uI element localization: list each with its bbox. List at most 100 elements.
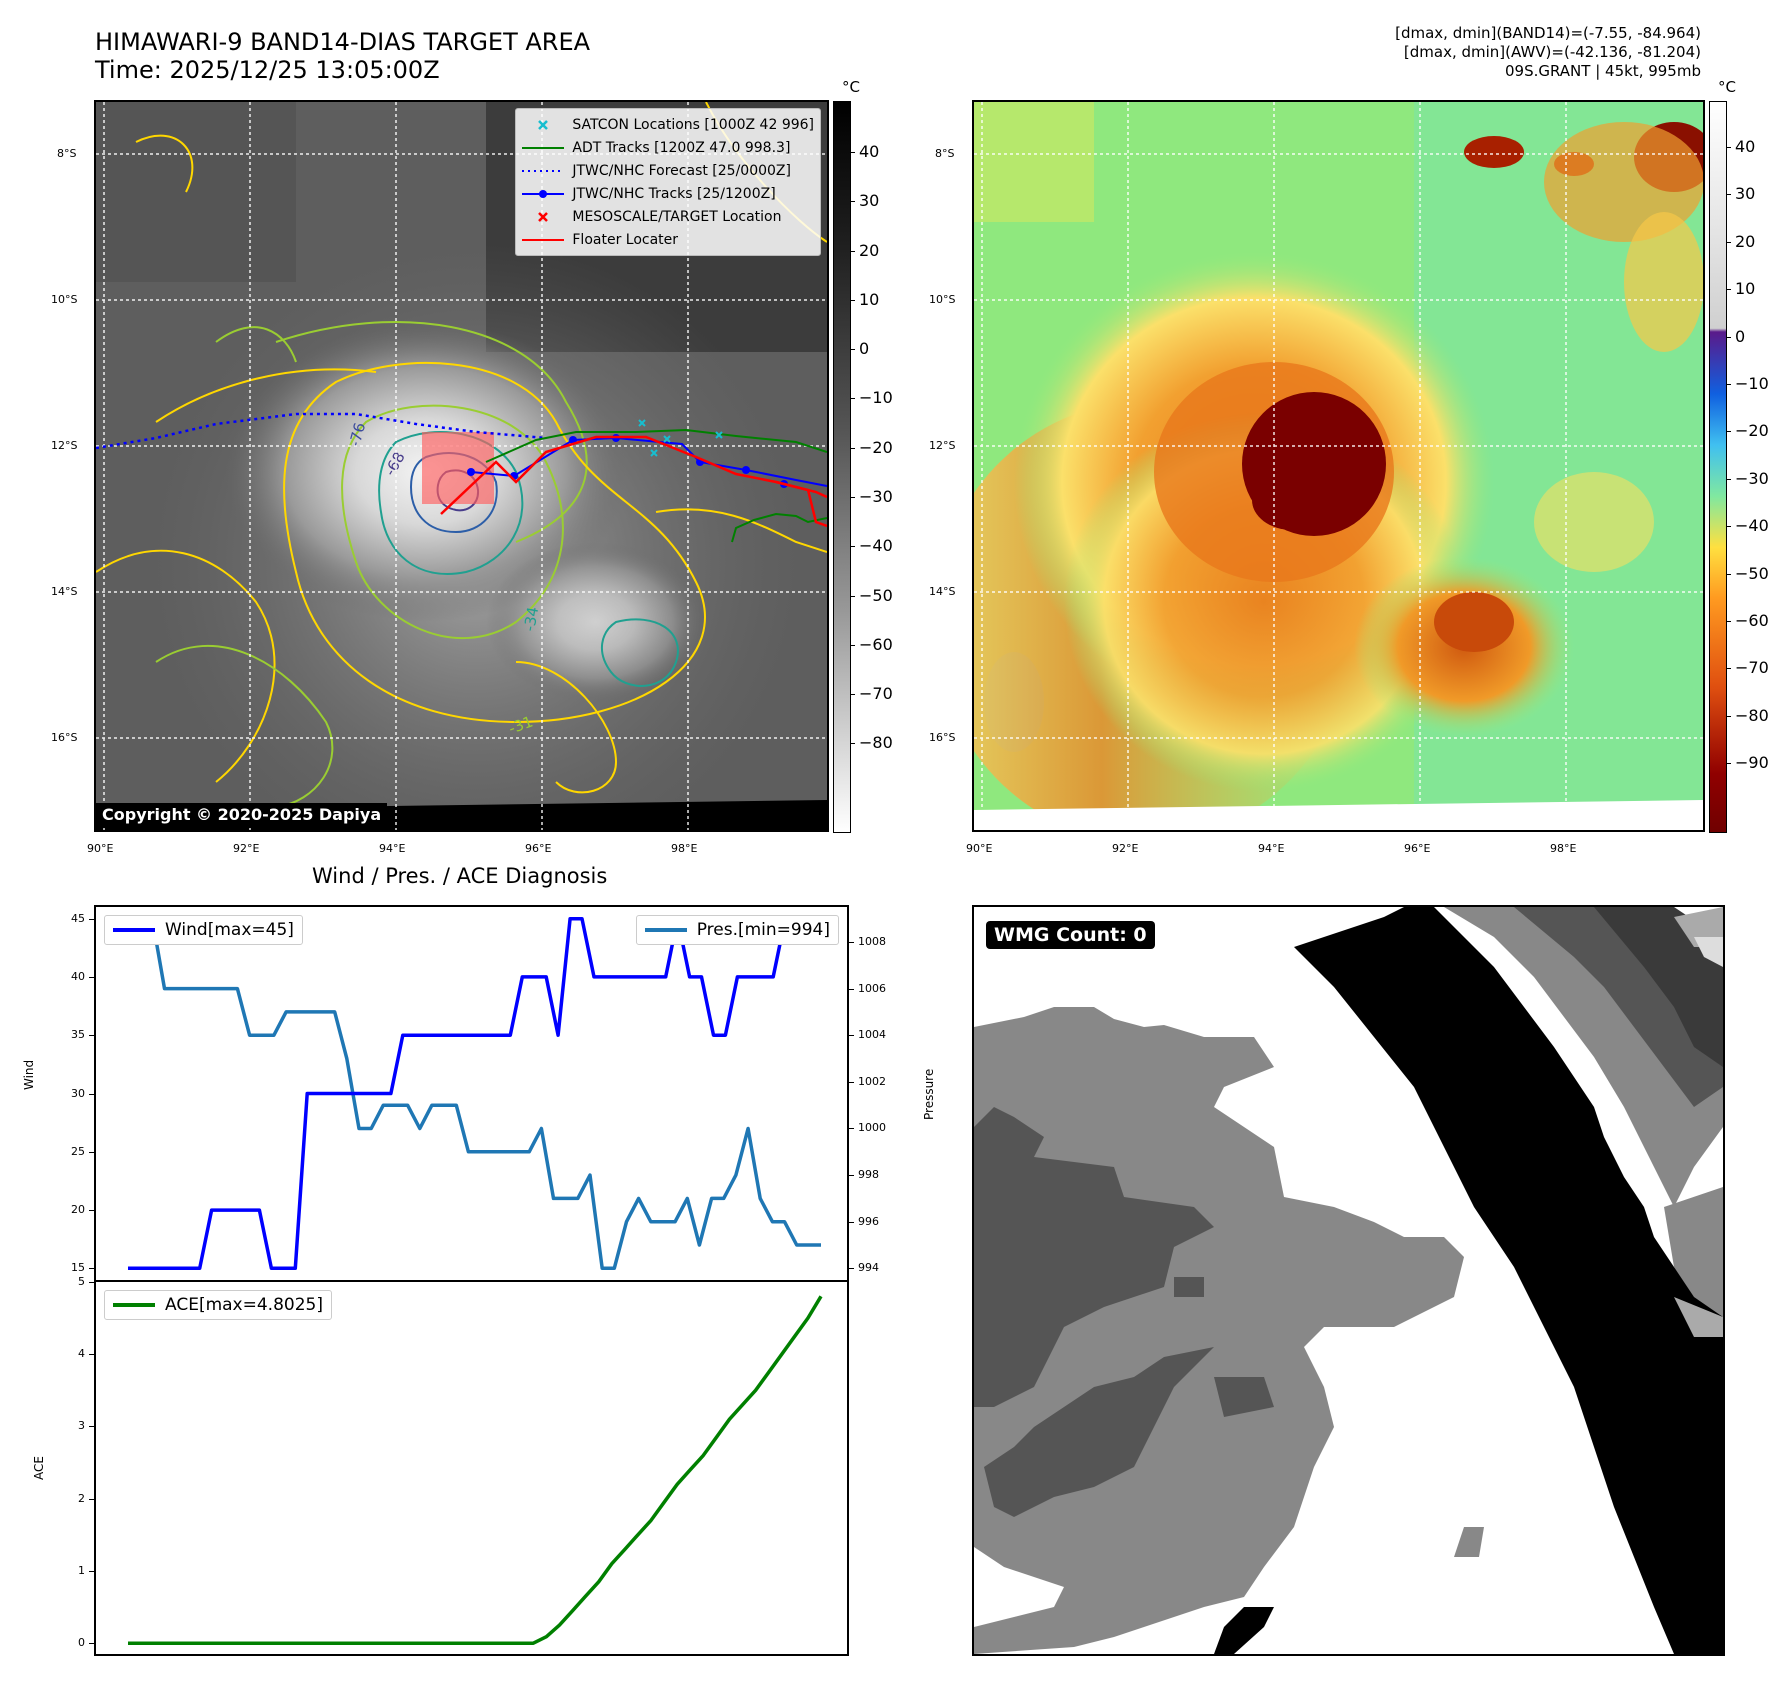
ace-axis-tick-label: 0 — [78, 1636, 85, 1650]
colorbar-tick-label: −90 — [1735, 753, 1769, 773]
legend-item-adt: ADT Tracks [1200Z 47.0 998.3] — [522, 139, 791, 156]
colorbar-tick-mark — [1726, 526, 1731, 528]
colorbar-tick-mark — [850, 299, 855, 301]
colorbar-tick-mark — [850, 595, 855, 597]
lat-tick: 8°S — [57, 147, 77, 160]
diag-title: Wind / Pres. / ACE Diagnosis — [312, 864, 608, 888]
legend-item-target: MESOSCALE/TARGET Location — [522, 205, 814, 228]
ace-legend: ACE[max=4.8025] — [104, 1290, 332, 1320]
colorbar-tick-label: −80 — [859, 733, 893, 753]
pressure-axis-tick-mark — [849, 1035, 854, 1037]
colorbar-tick-mark — [850, 349, 855, 351]
colorbar-tick-mark — [1726, 289, 1731, 291]
pres-legend: Pres.[min=994] — [635, 915, 839, 945]
ace-axis-tick-label: 3 — [78, 1419, 85, 1433]
colorbar-tick-label: 20 — [1735, 231, 1756, 251]
map-legend: SATCON Locations [1000Z 42 996] ADT Trac… — [515, 108, 821, 256]
ace-axis-tick-mark — [89, 1498, 94, 1500]
ace-chart — [128, 1295, 823, 1645]
colorbar-tick-label: −10 — [1735, 373, 1769, 393]
ace-axis-tick-mark — [89, 1426, 94, 1428]
info-storm-summary: 09S.GRANT | 45kt, 995mb — [1504, 62, 1701, 80]
wmg-canvas — [974, 907, 1723, 1654]
colorbar-tick-label: 30 — [859, 191, 880, 211]
pressure-axis-tick-label: 994 — [858, 1261, 879, 1275]
colorbar-tick-label: −70 — [859, 684, 893, 704]
pressure-axis-tick-mark — [849, 1128, 854, 1130]
wind-pres-chart — [128, 916, 821, 1271]
lon-tick: 90°E — [87, 842, 114, 855]
lat-tick: 12°S — [51, 439, 78, 452]
pressure-axis-tick-mark — [849, 1081, 854, 1083]
ace-panel: ACE[max=4.8025] — [94, 1280, 849, 1656]
lon-tick: 90°E — [966, 842, 993, 855]
awv-map-canvas — [974, 102, 1703, 830]
colorbar-tick-mark — [1726, 715, 1731, 717]
colorbar-tick-label: 20 — [859, 240, 880, 260]
legend-item-tracks: JTWC/NHC Tracks [25/1200Z] — [522, 182, 814, 205]
colorbar-tick-label: 0 — [859, 339, 870, 359]
wmg-count-badge: WMG Count: 0 — [986, 921, 1155, 949]
colorbar-tick-label: 40 — [1735, 136, 1756, 156]
wind-pres-panel: Wind[max=45] Pres.[min=994] — [94, 905, 849, 1282]
colorbar-tick-mark — [1726, 194, 1731, 196]
wind-axis-tick-label: 25 — [71, 1144, 85, 1158]
colorbar-tick-label: −70 — [1735, 658, 1769, 678]
lat-tick: 14°S — [929, 585, 956, 598]
wind-series-line — [128, 916, 821, 1271]
pressure-axis-tick-mark — [849, 1175, 854, 1177]
colorbar-tick-mark — [1726, 383, 1731, 385]
ace-axis-tick-mark — [89, 1570, 94, 1572]
colorbar-right — [1709, 101, 1727, 833]
lon-tick: 94°E — [1258, 842, 1285, 855]
lon-tick: 94°E — [379, 842, 406, 855]
colorbar-tick-label: −60 — [859, 634, 893, 654]
wmg-panel: WMG Count: 0 — [972, 905, 1725, 1656]
info-awv-range: [dmax, dmin](AWV)=(-42.136, -81.204) — [1403, 43, 1701, 61]
colorbar-tick-label: −30 — [859, 487, 893, 507]
wind-axis-tick-label: 20 — [71, 1203, 85, 1217]
colorbar-tick-mark — [850, 152, 855, 154]
ace-ylabel: ACE — [32, 1456, 46, 1480]
colorbar-tick-label: 30 — [1735, 184, 1756, 204]
wind-axis-tick-mark — [89, 1035, 94, 1037]
lat-tick: 12°S — [929, 439, 956, 452]
wind-axis-tick-label: 45 — [71, 911, 85, 925]
wind-axis-tick-mark — [89, 1151, 94, 1153]
wind-axis-tick-mark — [89, 976, 94, 978]
legend-item-satcon: SATCON Locations [1000Z 42 996] — [522, 113, 814, 136]
colorbar-tick-label: −50 — [859, 585, 893, 605]
ace-axis-tick-label: 2 — [78, 1491, 85, 1505]
ace-axis-tick-mark — [89, 1282, 94, 1283]
ace-series-line — [128, 1295, 823, 1645]
colorbar-tick-mark — [850, 201, 855, 203]
colorbar-tick-mark — [850, 398, 855, 400]
ace-axis-tick-mark — [89, 1354, 94, 1356]
contour-label-1: -76 — [345, 421, 369, 449]
wind-axis-tick-label: 30 — [71, 1086, 85, 1100]
pres-ylabel: Pressure — [922, 1068, 936, 1120]
ir-map-panel: -76 -68 -34 -31 SATCON Locations [1000Z … — [94, 100, 829, 832]
colorbar-tick-mark — [850, 644, 855, 646]
copyright-badge: Copyright © 2020-2025 Dapiya — [96, 803, 388, 826]
colorbar-tick-label: 10 — [1735, 279, 1756, 299]
lat-tick: 8°S — [935, 147, 955, 160]
colorbar-tick-mark — [1726, 620, 1731, 622]
lat-tick: 14°S — [51, 585, 78, 598]
wind-ylabel: Wind — [22, 1059, 36, 1090]
awv-map-panel — [972, 100, 1705, 832]
colorbar-tick-mark — [850, 250, 855, 252]
wind-axis-tick-mark — [89, 1268, 94, 1270]
colorbar-tick-mark — [1726, 668, 1731, 670]
pressure-axis-tick-mark — [849, 941, 854, 943]
colorbar-tick-mark — [850, 546, 855, 548]
wind-axis-tick-label: 15 — [71, 1261, 85, 1275]
wind-axis-tick-label: 35 — [71, 1028, 85, 1042]
lon-tick: 96°E — [1404, 842, 1431, 855]
colorbar-tick-label: 10 — [859, 289, 880, 309]
ace-axis-tick-label: 4 — [78, 1347, 85, 1361]
colorbar-tick-mark — [850, 497, 855, 499]
colorbar-tick-label: 0 — [1735, 326, 1746, 346]
colorbar-tick-mark — [1726, 431, 1731, 433]
pressure-axis-tick-label: 1008 — [858, 934, 886, 948]
